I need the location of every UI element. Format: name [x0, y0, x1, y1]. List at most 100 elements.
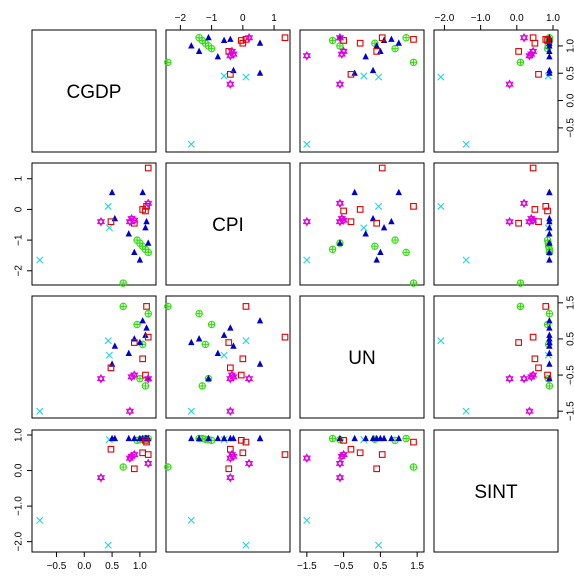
data-point-g4 — [347, 218, 355, 226]
data-point-g2 — [391, 44, 399, 53]
data-point-g5 — [144, 198, 153, 209]
data-point-g2 — [516, 279, 525, 287]
data-point-g3 — [546, 33, 553, 41]
x-tick-label-sint: −1.0 — [471, 13, 491, 24]
data-point-g4 — [378, 34, 386, 42]
data-point-g3 — [111, 342, 119, 349]
data-point-g3 — [546, 335, 553, 342]
data-point-g5 — [125, 406, 135, 417]
data-point-g3 — [195, 434, 203, 442]
data-point-g4 — [142, 436, 149, 444]
data-point-g4 — [410, 438, 417, 446]
data-point-g3 — [369, 66, 377, 74]
data-point-g3 — [546, 230, 553, 237]
data-point-g3 — [546, 338, 553, 346]
data-point-g2 — [207, 320, 216, 329]
x-tick-label-un: −1.5 — [297, 561, 317, 572]
data-point-g3 — [380, 36, 388, 44]
y-tick-label-cpi: −2 — [14, 265, 25, 277]
data-point-g3 — [136, 256, 144, 263]
y-tick-label-sint: 1.0 — [14, 428, 25, 442]
y-tick-label-sint: −1.0 — [14, 496, 25, 516]
data-point-g2 — [164, 302, 172, 311]
variable-label-cpi: CPI — [212, 215, 244, 236]
data-point-g2 — [195, 309, 203, 318]
data-point-g2 — [545, 382, 554, 390]
data-point-g3 — [214, 349, 222, 356]
x-tick-label-cpi: 0 — [240, 13, 246, 24]
data-point-g3 — [336, 239, 344, 246]
data-point-g5 — [528, 46, 538, 57]
data-point-g3 — [136, 434, 144, 442]
data-point-g3 — [546, 66, 553, 74]
data-point-g4 — [356, 449, 364, 457]
x-tick-label-sint: −2.0 — [435, 13, 455, 24]
data-point-g5 — [244, 373, 254, 384]
y-tick-label-cgdp: 0.0 — [566, 93, 574, 107]
data-point-g3 — [205, 374, 212, 382]
data-point-g3 — [195, 335, 203, 342]
data-point-g4 — [281, 451, 289, 458]
data-point-g3 — [373, 42, 380, 49]
data-point-g5 — [226, 406, 235, 417]
data-point-g5 — [130, 370, 139, 380]
data-point-g3 — [188, 338, 195, 346]
data-point-g2 — [402, 33, 410, 42]
data-point-g5 — [528, 370, 538, 380]
data-point-g5 — [528, 215, 538, 225]
data-point-g3 — [377, 248, 384, 255]
data-point-g3 — [546, 217, 553, 225]
data-point-g3 — [256, 69, 264, 76]
data-point-g4 — [242, 438, 250, 446]
data-point-g3 — [546, 360, 553, 367]
y-tick-label-cpi: −1 — [14, 234, 25, 246]
data-point-g3 — [220, 331, 228, 338]
data-point-g3 — [351, 69, 358, 76]
data-point-g3 — [546, 331, 553, 338]
data-point-g3 — [256, 317, 264, 324]
data-point-g2 — [516, 58, 525, 67]
x-tick-label-cpi: −1 — [206, 13, 218, 24]
data-point-g1 — [220, 72, 228, 80]
data-point-g4 — [531, 39, 539, 47]
data-point-g4 — [142, 207, 149, 215]
data-point-g4 — [410, 203, 417, 210]
data-point-g4 — [378, 451, 386, 458]
panel-un-vs-cpi — [165, 295, 291, 419]
x-tick-label-un: −0.5 — [334, 561, 354, 572]
data-point-g1 — [104, 202, 112, 210]
data-point-g4 — [542, 203, 550, 210]
data-point-g3 — [214, 434, 222, 442]
data-point-g1 — [242, 73, 250, 81]
y-tick-label-cpi: 0 — [14, 206, 25, 212]
data-point-g4 — [139, 355, 147, 363]
data-point-g3 — [136, 338, 144, 346]
y-tick-label-un: 0.5 — [566, 332, 574, 346]
data-point-g5 — [335, 32, 345, 43]
data-point-g2 — [141, 382, 150, 390]
y-tick-label-sint: 0.0 — [14, 463, 25, 477]
data-point-g2 — [164, 463, 172, 471]
data-point-g2 — [164, 58, 172, 67]
data-point-g4 — [373, 48, 381, 55]
data-point-g1 — [36, 256, 44, 264]
data-point-g3 — [546, 42, 553, 49]
data-point-g5 — [227, 449, 237, 460]
data-point-g4 — [515, 48, 522, 55]
panel-cgdp-vs-cgdp — [31, 29, 157, 153]
data-point-g1 — [303, 140, 311, 148]
panel-frames — [31, 29, 559, 553]
data-point-g2 — [409, 463, 418, 471]
data-point-g2 — [371, 242, 379, 250]
data-point-g4 — [239, 355, 247, 363]
data-point-g3 — [377, 47, 384, 54]
data-point-g2 — [119, 463, 127, 471]
data-point-g5 — [525, 406, 534, 417]
data-point-g1 — [374, 541, 383, 549]
data-point-g5 — [505, 373, 514, 384]
data-point-g4 — [239, 449, 247, 457]
data-point-g2 — [328, 36, 337, 45]
data-point-g3 — [546, 239, 553, 246]
data-point-g4 — [281, 34, 289, 42]
data-point-g4 — [139, 449, 147, 457]
